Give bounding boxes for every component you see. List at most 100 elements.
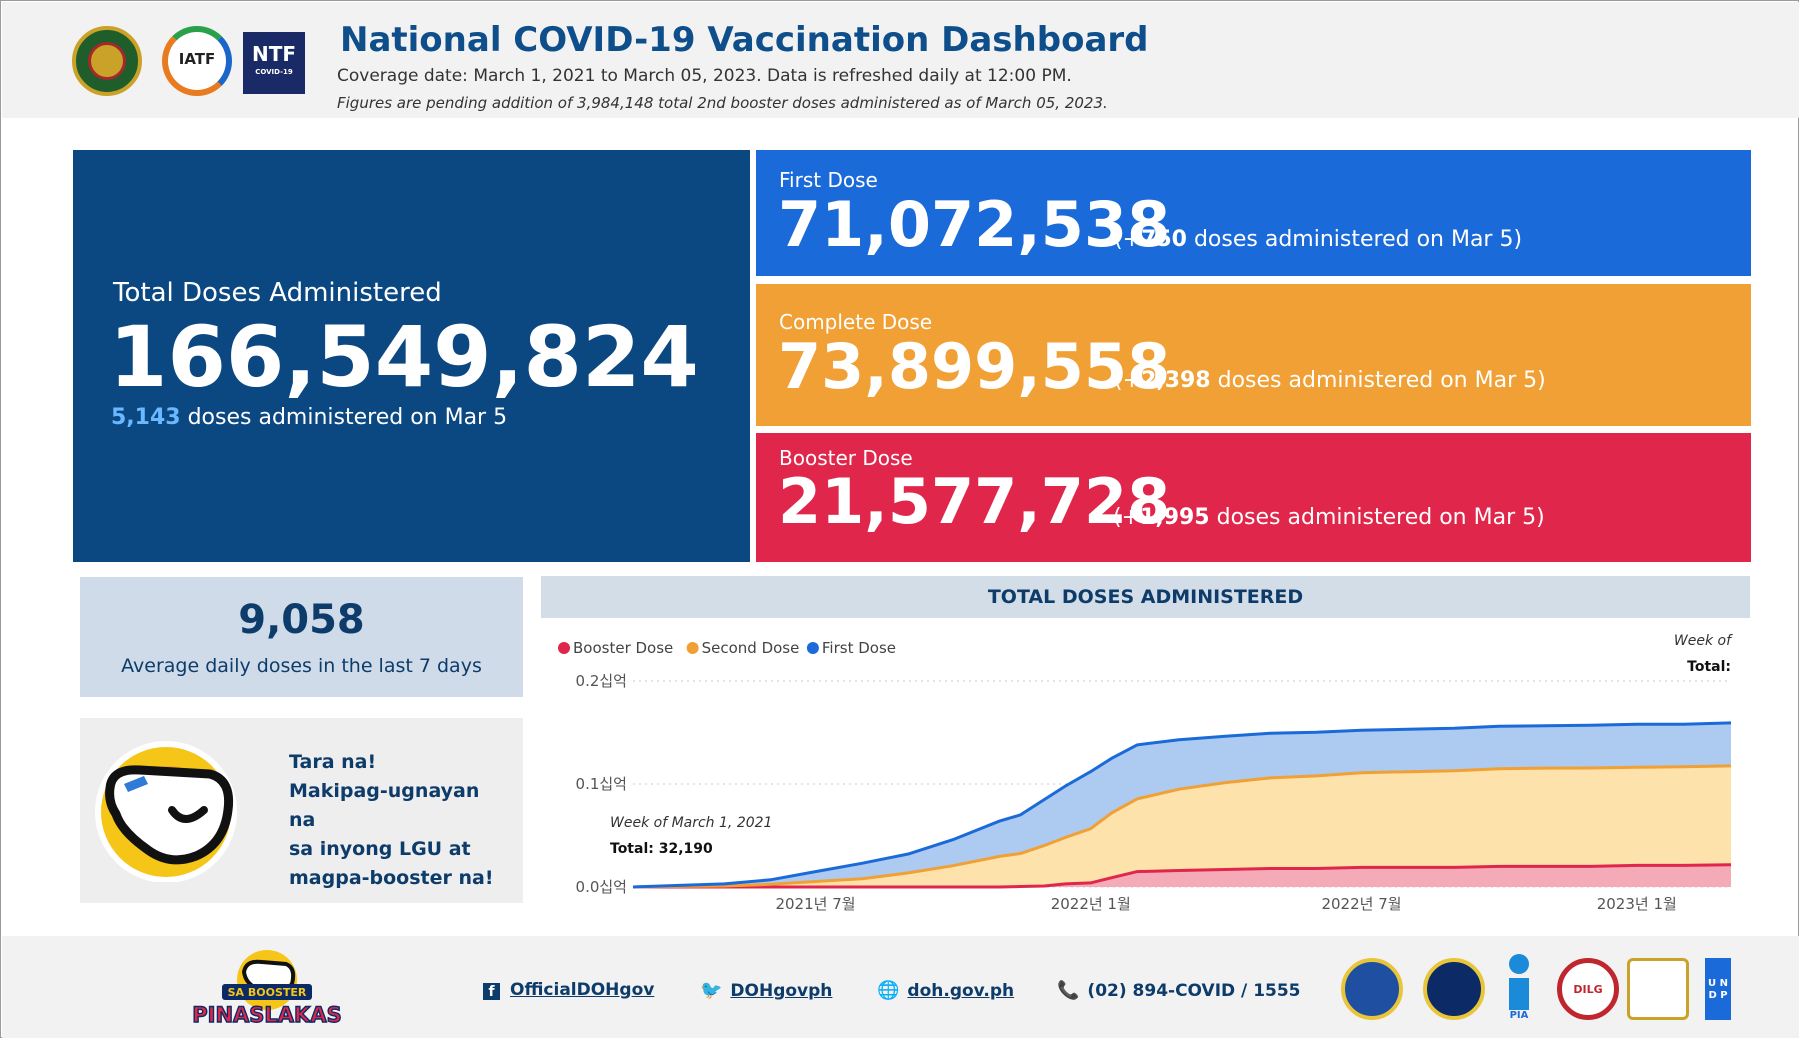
twitter-link[interactable]: 🐦 DOHgovph (700, 980, 832, 1001)
y-axis: 0.0십억 0.1십억 0.2십억 (576, 672, 627, 896)
legend-label: First Dose (822, 639, 896, 657)
legend-label: Booster Dose (573, 639, 673, 657)
dilg-seal-icon: DILG (1557, 958, 1619, 1020)
x-tick-label: 2022년 7월 (1321, 895, 1401, 913)
y-tick-label: 0.2십억 (576, 672, 627, 690)
average-daily-doses-label: Average daily doses in the last 7 days (121, 655, 482, 677)
flexed-arm-icon (95, 741, 237, 882)
chart-areas (633, 722, 1731, 887)
pinaslakas-campaign-logo: SA BOOSTER PINASLAKAS (192, 950, 342, 1028)
globe-icon: 🌐 (877, 980, 900, 1001)
total-doses-tile: Total Doses Administered 166,549,824 5,1… (73, 150, 750, 562)
pcoo-seal-icon (1423, 958, 1485, 1020)
y-tick-label: 0.1십억 (576, 775, 627, 793)
complete-dose-value: 73,899,558 (778, 330, 1171, 403)
total-doses-delta: 5,143 doses administered on Mar 5 (111, 405, 507, 430)
booster-dose-value: 21,577,728 (778, 465, 1171, 538)
chart-title: TOTAL DOSES ADMINISTERED (541, 576, 1750, 618)
first-delta-prefix: (+ (1114, 227, 1142, 252)
chart-annotations: Week of March 1, 2021 Total: 32,190 Week… (610, 633, 1733, 857)
y-tick-label: 0.0십억 (576, 878, 627, 896)
ntf-covid19-logo-icon: NTF COVID-19 (243, 32, 305, 94)
pending-note: Figures are pending addition of 3,984,14… (337, 94, 1108, 112)
total-delta-text: doses administered on Mar 5 (187, 405, 508, 430)
promo-line: Makipag-ugnayan na (289, 780, 480, 831)
x-tick-label: 2021년 7월 (775, 895, 855, 913)
twitter-icon: 🐦 (700, 980, 723, 1001)
first-delta-value: 750 (1141, 227, 1187, 252)
campaign-tagline: SA BOOSTER (228, 986, 307, 999)
website-url[interactable]: doh.gov.ph (907, 981, 1015, 1001)
website-link[interactable]: 🌐 doh.gov.ph (877, 980, 1014, 1001)
start-week-annotation: Week of March 1, 2021 (610, 815, 772, 831)
complete-dose-delta: (+2,398 doses administered on Mar 5) (1114, 368, 1546, 393)
booster-dose-label: Booster Dose (779, 446, 913, 470)
total-doses-label: Total Doses Administered (113, 278, 442, 308)
doh-seal-icon (72, 26, 142, 96)
booster-dose-delta: (+1,995 doses administered on Mar 5) (1113, 505, 1545, 530)
chart-lines (632, 721, 1732, 889)
hotline-number: (02) 894-COVID / 1555 (1087, 981, 1301, 1001)
line-booster-dose (633, 863, 1732, 889)
booster-delta-value: 1,995 (1140, 505, 1210, 530)
dilg-text: DILG (1573, 983, 1603, 996)
footer: SA BOOSTER PINASLAKAS f OfficialDOHgov 🐦 D… (2, 936, 1799, 1038)
line-first-dose (632, 721, 1732, 889)
undp-text: U N D P (1708, 978, 1728, 1001)
legend-marker (806, 642, 819, 654)
pia-text: PIA (1509, 1010, 1529, 1021)
end-week-annotation: Week of (1674, 633, 1733, 649)
promo-line: sa inyong LGU at (289, 838, 471, 860)
booster-delta-text: doses administered on Mar 5) (1216, 505, 1545, 530)
total-doses-value: 166,549,824 (109, 308, 699, 406)
x-tick-label: 2022년 1월 (1051, 895, 1131, 913)
first-delta-text: doses administered on Mar 5) (1193, 227, 1523, 252)
first-dose-label: First Dose (779, 168, 878, 192)
average-daily-doses-tile: 9,058 Average daily doses in the last 7 … (80, 577, 523, 697)
campaign-name: PINASLAKAS (192, 1003, 341, 1027)
office-of-the-president-seal-icon (1341, 958, 1403, 1020)
ntf-logo-text: NTF (251, 42, 297, 66)
promo-line: Tara na! (289, 751, 377, 773)
dict-seal-icon (1627, 958, 1689, 1020)
x-tick-label: 2023년 1월 (1597, 895, 1677, 913)
total-doses-area-chart[interactable]: 0.0십억 0.1십억 0.2십억 2021년 7월 2022년 1월 2022년 7월… (541, 621, 1750, 916)
area-second-dose (633, 765, 1731, 887)
hotline: 📞 (02) 894-COVID / 1555 (1057, 980, 1301, 1001)
booster-dose-tile: Booster Dose 21,577,728 (+1,995 doses ad… (756, 433, 1751, 562)
first-dose-tile: First Dose 71,072,538 (+750 doses admini… (756, 150, 1751, 276)
header: IATF NTF COVID-19 National COVID-19 Vacci… (2, 2, 1799, 118)
promo-message: Tara na! Makipag-ugnayan na sa inyong LG… (289, 748, 509, 893)
twitter-handle[interactable]: DOHgovph (730, 981, 833, 1001)
booster-promo-tile: Tara na! Makipag-ugnayan na sa inyong LG… (80, 718, 523, 903)
phone-icon: 📞 (1057, 980, 1080, 1001)
complete-dose-tile: Complete Dose 73,899,558 (+2,398 doses a… (756, 284, 1751, 426)
complete-delta-text: doses administered on Mar 5) (1217, 368, 1546, 393)
undp-logo-icon: U N D P (1705, 958, 1731, 1020)
end-total-annotation: Total: (1687, 659, 1731, 675)
area-first-dose (633, 722, 1731, 887)
complete-dose-label: Complete Dose (779, 310, 933, 334)
ntf-logo-subtext: COVID-19 (255, 68, 293, 76)
legend-marker (558, 642, 570, 654)
pia-logo-icon: PIA (1507, 954, 1531, 1026)
facebook-link[interactable]: f OfficialDOHgov (483, 980, 654, 1000)
facebook-icon: f (483, 983, 500, 1000)
area-booster-dose (633, 864, 1731, 887)
complete-delta-value: 2,398 (1141, 368, 1211, 393)
start-total-annotation: Total: 32,190 (610, 841, 713, 857)
facebook-handle[interactable]: OfficialDOHgov (510, 980, 655, 1000)
total-delta-value: 5,143 (111, 405, 181, 430)
booster-delta-prefix: (+ (1113, 505, 1141, 530)
average-daily-doses-value: 9,058 (238, 597, 365, 643)
first-dose-value: 71,072,538 (778, 188, 1171, 261)
page-title: National COVID-19 Vaccination Dashboard (340, 20, 1149, 60)
complete-delta-prefix: (+ (1114, 368, 1142, 393)
legend-marker (686, 642, 699, 654)
x-axis: 2021년 7월 2022년 1월 2022년 7월 2023년 1월 (775, 895, 1676, 913)
legend-label: Second Dose (702, 639, 800, 657)
first-dose-delta: (+750 doses administered on Mar 5) (1114, 227, 1522, 252)
chart-legend: Booster Dose Second Dose First Dose (558, 639, 896, 657)
promo-line: magpa-booster na! (289, 867, 494, 889)
